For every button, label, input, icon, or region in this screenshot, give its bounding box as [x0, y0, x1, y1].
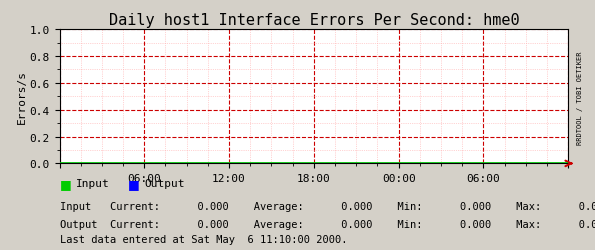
Text: Input   Current:      0.000    Average:      0.000    Min:      0.000    Max:   : Input Current: 0.000 Average: 0.000 Min:…	[60, 201, 595, 211]
Text: Last data entered at Sat May  6 11:10:00 2000.: Last data entered at Sat May 6 11:10:00 …	[60, 234, 347, 244]
Text: ■: ■	[60, 177, 71, 190]
Text: ■: ■	[128, 177, 140, 190]
Text: Output: Output	[145, 179, 185, 189]
Y-axis label: Errors/s: Errors/s	[17, 70, 27, 124]
Title: Daily host1 Interface Errors Per Second: hme0: Daily host1 Interface Errors Per Second:…	[108, 12, 519, 28]
Text: Input: Input	[76, 179, 110, 189]
Text: RRDTOOL / TOBI OETIKER: RRDTOOL / TOBI OETIKER	[577, 51, 583, 144]
Text: Output  Current:      0.000    Average:      0.000    Min:      0.000    Max:   : Output Current: 0.000 Average: 0.000 Min…	[60, 219, 595, 229]
